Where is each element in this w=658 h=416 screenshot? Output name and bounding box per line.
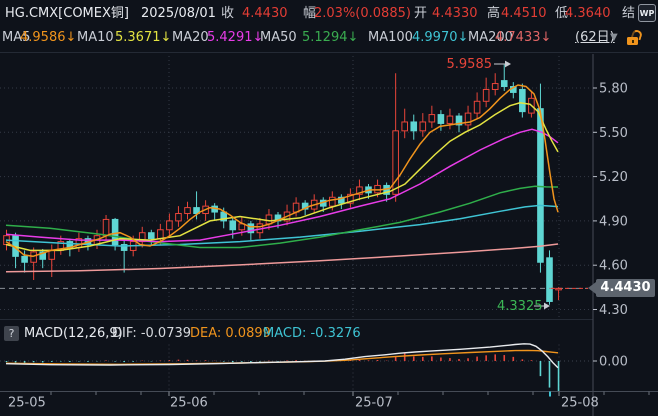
ma5-label: MA5 — [2, 30, 31, 45]
ma100-label: MA100 — [368, 30, 413, 45]
ma-line-ma10 — [5, 102, 559, 252]
macd-dif-line — [5, 343, 559, 369]
price-axis-tick: 4.90 — [599, 214, 628, 229]
high-value: 4.4510 — [501, 6, 547, 21]
settle-label: 结 — [622, 6, 636, 21]
time-axis-label: 25-08 — [561, 396, 599, 411]
time-axis: 25-05 25-06 25-07 25-08 — [8, 391, 650, 411]
help-icon[interactable]: ? — [4, 326, 19, 341]
ma-line-ma100 — [5, 204, 559, 247]
ma200-label: MA200 — [468, 30, 513, 45]
open-value: 4.4330 — [432, 6, 478, 21]
ma100-value: 4.9970↓ — [412, 30, 469, 45]
symbol-title: HG.CMX[COMEX铜] — [5, 6, 129, 21]
macd-dif-value: DIF: -0.0739 — [112, 326, 192, 341]
ma10-label: MA10 — [77, 30, 114, 45]
lock-open-icon[interactable] — [627, 28, 644, 45]
lowest-price-annotation: 4.3325 — [497, 299, 543, 314]
macd-macd-value: MACD: -0.3276 — [263, 326, 361, 341]
macd-pane — [0, 343, 591, 392]
price-axis-labels: 5.80 5.50 5.20 4.90 4.60 4.30 0.00 — [593, 82, 628, 370]
ma-line-ma5 — [5, 84, 559, 258]
price-axis-tick: 4.60 — [599, 259, 628, 274]
low-label: 低 — [555, 6, 569, 21]
time-axis-label: 25-05 — [8, 396, 46, 411]
ma10-value: 5.3671↓ — [115, 30, 172, 45]
change-label: 幅 — [303, 6, 317, 21]
time-axis-label: 25-06 — [170, 396, 208, 411]
price-axis-tick: 5.80 — [599, 82, 628, 97]
change-value: 2.03%(0.0885) — [314, 6, 411, 21]
macd-title: MACD(12,26,9) — [24, 326, 123, 341]
annotation-arrows — [494, 60, 550, 310]
macd-zero-label: 0.00 — [599, 355, 628, 370]
price-axis-tick: 4.30 — [599, 303, 628, 318]
price-axis-tick: 5.20 — [599, 170, 628, 185]
price-axis-tick: 5.50 — [599, 126, 628, 141]
ma-line-ma20 — [5, 128, 559, 243]
ma20-value: 5.4291↓ — [207, 30, 264, 45]
close-value: 4.4430 — [242, 6, 288, 21]
low-value: 4.3640 — [565, 6, 611, 21]
ma50-label: MA50 — [260, 30, 297, 45]
open-label: 开 — [414, 6, 428, 21]
chevron-down-icon[interactable]: ▼ — [610, 32, 618, 43]
high-label: 高 — [487, 6, 501, 21]
quote-date: 2025/08/01 — [141, 6, 216, 21]
close-label: 收 — [221, 6, 235, 21]
last-price-tag: 4.4430 — [596, 279, 655, 298]
macd-dea-value: DEA: 0.0899 — [190, 326, 271, 341]
ma50-value: 5.1294↓ — [302, 30, 359, 45]
wp-logo-badge: WP — [638, 4, 656, 22]
ma-line-ma200 — [5, 243, 559, 273]
ma5-value: 4.9586↓ — [20, 30, 77, 45]
ma20-label: MA20 — [172, 30, 209, 45]
time-axis-label: 25-07 — [355, 396, 393, 411]
ma200-value: 4.7433↓ — [495, 30, 552, 45]
axes — [0, 52, 658, 416]
ma-lines — [5, 84, 559, 273]
period-selector[interactable]: (62日) — [575, 30, 615, 45]
price-tag-arrow — [588, 282, 596, 295]
highest-price-annotation: 5.9585 — [446, 57, 493, 72]
candlestick-series — [3, 64, 562, 305]
